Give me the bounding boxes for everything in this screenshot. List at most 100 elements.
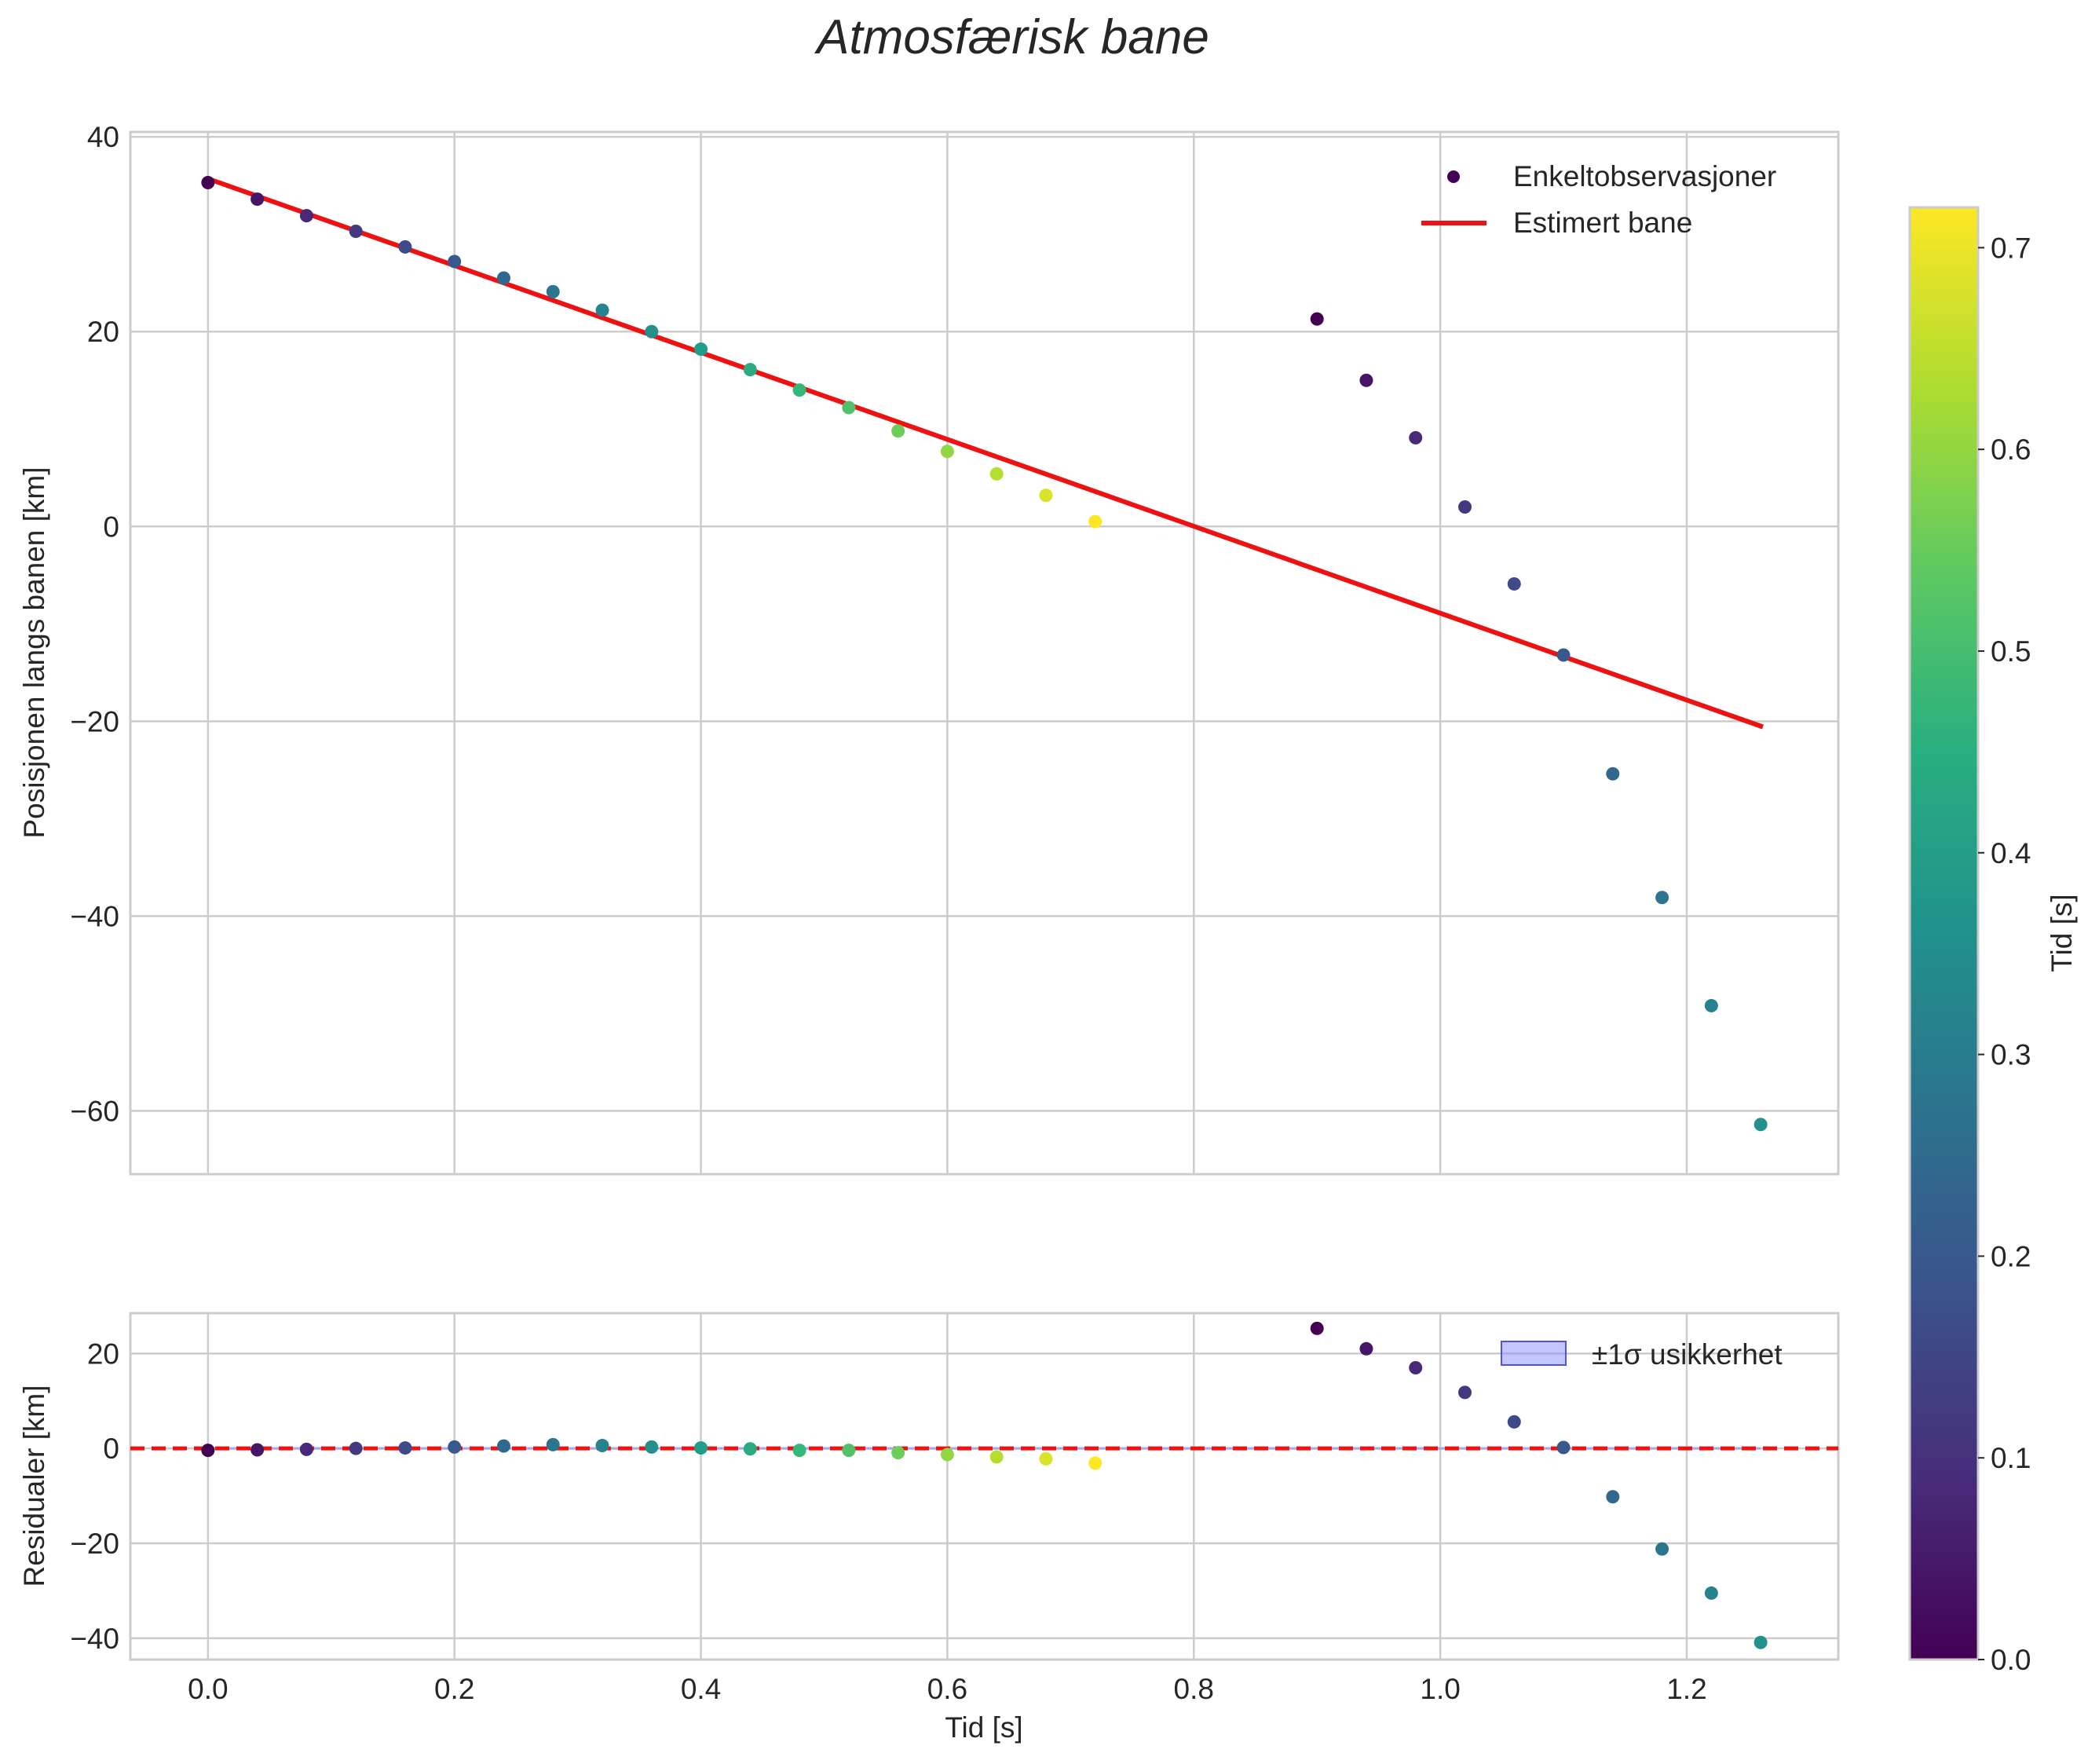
residual-point bbox=[1409, 1360, 1423, 1374]
bottom-grid bbox=[130, 1313, 1838, 1660]
legend-band-label: ±1σ usikkerhet bbox=[1592, 1338, 1783, 1371]
colorbar-tick-label: 0.6 bbox=[1991, 434, 2031, 466]
top-legend: Enkeltobservasjoner Estimert bane bbox=[1421, 160, 1776, 239]
legend-line-label: Estimert bane bbox=[1513, 207, 1692, 239]
residual-point bbox=[694, 1441, 708, 1455]
colorbar-gradient bbox=[1908, 206, 1980, 1661]
x-tick-label: 0.2 bbox=[434, 1673, 474, 1705]
top-data-point bbox=[1507, 576, 1521, 591]
residual-point bbox=[1310, 1321, 1324, 1335]
top-data-point bbox=[1359, 373, 1373, 387]
residual-point bbox=[792, 1444, 806, 1458]
residual-point bbox=[1704, 1586, 1718, 1600]
top-scatter-points bbox=[201, 175, 1768, 1132]
bottom-y-tick-labels: −40 −20 0 20 bbox=[70, 1338, 119, 1654]
chart-title: Atmosfærisk bane bbox=[814, 10, 1209, 64]
x-tick-label: 0.4 bbox=[681, 1673, 721, 1705]
top-data-point bbox=[1655, 891, 1669, 905]
residual-point bbox=[743, 1442, 757, 1456]
residual-point bbox=[989, 1450, 1004, 1464]
legend-scatter-label: Enkeltobservasjoner bbox=[1513, 160, 1776, 192]
bottom-y-tick-label: −40 bbox=[70, 1623, 119, 1655]
residual-point bbox=[891, 1446, 905, 1460]
bottom-y-tick-label: 20 bbox=[87, 1338, 119, 1370]
x-tick-label: 0.8 bbox=[1174, 1673, 1214, 1705]
top-frame bbox=[129, 130, 1840, 1176]
top-data-point bbox=[1458, 500, 1472, 514]
residual-point bbox=[448, 1440, 462, 1454]
top-data-point bbox=[940, 445, 954, 459]
colorbar-tick-label: 0.0 bbox=[1991, 1644, 2031, 1676]
top-data-point bbox=[694, 342, 708, 357]
residual-point bbox=[1556, 1440, 1571, 1455]
top-data-point bbox=[891, 424, 905, 438]
residual-point bbox=[1606, 1490, 1620, 1504]
legend-band-marker bbox=[1501, 1341, 1567, 1366]
x-tick-label: 0.6 bbox=[927, 1673, 967, 1705]
top-data-point bbox=[546, 284, 560, 298]
residual-point bbox=[398, 1441, 412, 1455]
top-y-tick-label: −40 bbox=[70, 900, 119, 932]
legend-scatter-marker bbox=[1447, 170, 1460, 183]
residual-point bbox=[299, 1442, 313, 1456]
top-data-point bbox=[1606, 767, 1620, 781]
top-y-label: Posisjonen langs banen [km] bbox=[18, 467, 50, 838]
top-data-point bbox=[349, 224, 363, 238]
x-tick-labels: 0.0 0.2 0.4 0.6 0.8 1.0 1.2 bbox=[188, 1673, 1707, 1705]
top-data-point bbox=[645, 324, 659, 339]
top-data-point bbox=[496, 271, 510, 285]
top-y-tick-label: 40 bbox=[87, 121, 119, 153]
colorbar-tick-label: 0.3 bbox=[1991, 1039, 2031, 1071]
fit-line bbox=[205, 175, 1764, 730]
colorbar-tick-label: 0.5 bbox=[1991, 635, 2031, 668]
top-data-point bbox=[792, 383, 806, 397]
top-y-tick-label: 20 bbox=[87, 316, 119, 348]
residual-point bbox=[1039, 1451, 1053, 1466]
top-y-tick-labels: −60 −40 −20 0 20 40 bbox=[70, 121, 119, 1127]
top-panel: −60 −40 −20 0 20 40 Posisjonen langs banen [k… bbox=[18, 121, 1840, 1176]
bottom-y-tick-label: 0 bbox=[103, 1433, 119, 1465]
residual-point bbox=[1359, 1341, 1373, 1356]
colorbar-tick-labels: 0.0 0.1 0.2 0.3 0.4 0.5 0.6 0.7 bbox=[1978, 232, 2031, 1676]
residual-point bbox=[1088, 1456, 1103, 1470]
top-data-point bbox=[1704, 998, 1718, 1012]
residual-point bbox=[940, 1447, 954, 1462]
residual-point bbox=[1458, 1385, 1472, 1400]
colorbar-tick-label: 0.7 bbox=[1991, 232, 2031, 264]
top-data-point bbox=[1556, 648, 1571, 662]
top-y-tick-label: −20 bbox=[70, 705, 119, 737]
colorbar-tick-label: 0.2 bbox=[1991, 1240, 2031, 1272]
top-data-point bbox=[989, 467, 1004, 481]
top-y-tick-label: −60 bbox=[70, 1095, 119, 1127]
top-data-point bbox=[1409, 430, 1423, 445]
bottom-scatter-points bbox=[201, 1321, 1768, 1649]
top-data-point bbox=[201, 175, 215, 189]
top-data-point bbox=[743, 363, 757, 377]
top-data-point bbox=[1088, 514, 1103, 529]
residual-point bbox=[1655, 1542, 1669, 1556]
residual-point bbox=[250, 1443, 265, 1457]
top-grid bbox=[130, 132, 1838, 1174]
residual-point bbox=[349, 1441, 363, 1455]
residual-point bbox=[595, 1439, 609, 1453]
top-data-point bbox=[299, 209, 313, 223]
bottom-y-tick-label: −20 bbox=[70, 1528, 119, 1560]
residual-point bbox=[645, 1440, 659, 1454]
x-tick-label: 1.2 bbox=[1666, 1673, 1706, 1705]
colorbar-tick-label: 0.4 bbox=[1991, 837, 2031, 869]
top-data-point bbox=[1039, 489, 1053, 503]
x-tick-label: 1.0 bbox=[1420, 1673, 1460, 1705]
colorbar: 0.0 0.1 0.2 0.3 0.4 0.5 0.6 0.7 Tid [s] bbox=[1908, 206, 2078, 1676]
bottom-panel: −40 −20 0 20 0.0 0.2 0.4 0.6 0.8 1.0 1.2 Residual… bbox=[18, 1312, 1840, 1744]
colorbar-tick-label: 0.1 bbox=[1991, 1442, 2031, 1474]
top-y-tick-label: 0 bbox=[103, 511, 119, 543]
residual-point bbox=[496, 1439, 510, 1453]
bottom-y-label: Residualer [km] bbox=[18, 1385, 50, 1587]
top-data-point bbox=[250, 192, 265, 207]
top-data-point bbox=[595, 303, 609, 317]
x-axis-label: Tid [s] bbox=[945, 1711, 1022, 1744]
bottom-legend: ±1σ usikkerhet bbox=[1501, 1338, 1783, 1371]
top-data-point bbox=[398, 240, 412, 254]
bottom-frame bbox=[129, 1312, 1840, 1661]
